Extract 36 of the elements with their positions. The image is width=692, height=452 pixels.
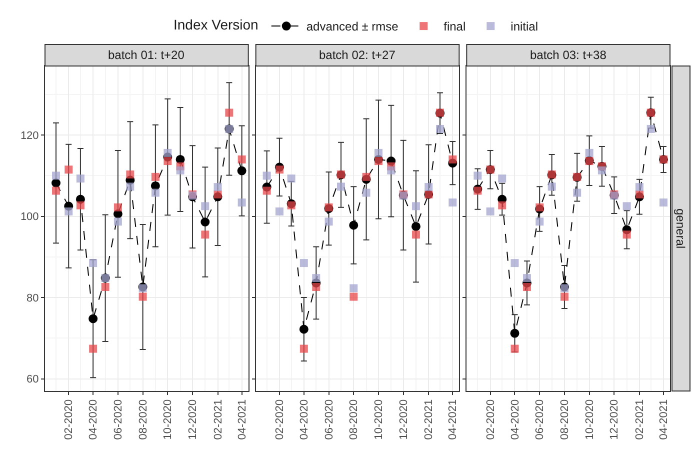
chart-title: batch 03: t+38 <box>530 48 607 62</box>
y-tick-label: 60 <box>26 374 39 386</box>
x-tick-label: 08-2020 <box>559 399 572 440</box>
x-tick-label: 02-2021 <box>212 399 224 440</box>
x-tick-label: 04-2020 <box>509 399 522 440</box>
x-tick-label: 10-2020 <box>373 399 386 440</box>
x-tick-label: 02-2020 <box>484 399 497 440</box>
x-tick-label: 08-2020 <box>348 399 360 440</box>
x-tick-label: 06-2020 <box>534 399 546 440</box>
x-tick-label: 06-2020 <box>323 399 336 440</box>
text: general <box>674 208 688 249</box>
x-tick-label: 08-2020 <box>137 399 150 440</box>
x-tick-label: 02-2020 <box>63 399 76 440</box>
x-tick-label: 02-2021 <box>423 399 436 440</box>
x-tick-label: 04-2021 <box>658 399 670 440</box>
chart-title: batch 02: t+27 <box>319 48 396 62</box>
y-tick-label: 100 <box>20 211 39 224</box>
x-tick-label: 02-2021 <box>634 399 646 440</box>
x-tick-label: 12-2020 <box>187 399 200 440</box>
legend-title: Index Version <box>174 16 258 33</box>
x-tick-label: 10-2020 <box>584 399 596 440</box>
legend-label: advanced ± rmse <box>306 20 399 34</box>
x-tick-label: 12-2020 <box>608 399 621 440</box>
x-tick-label: 04-2021 <box>236 399 248 440</box>
y-tick-label: 120 <box>20 130 39 142</box>
x-tick-label: 02-2020 <box>274 399 286 440</box>
x-tick-label: 10-2020 <box>162 399 174 440</box>
x-tick-label: 04-2020 <box>88 399 100 440</box>
chart-title: batch 01: t+20 <box>108 48 185 62</box>
legend-label: initial <box>510 20 538 34</box>
y-tick-label: 80 <box>26 292 39 304</box>
legend-label: final <box>444 20 466 34</box>
x-tick-label: 04-2021 <box>447 399 460 440</box>
x-tick-label: 04-2020 <box>298 399 310 440</box>
x-tick-label: 06-2020 <box>112 399 125 440</box>
x-tick-label: 12-2020 <box>398 399 410 440</box>
